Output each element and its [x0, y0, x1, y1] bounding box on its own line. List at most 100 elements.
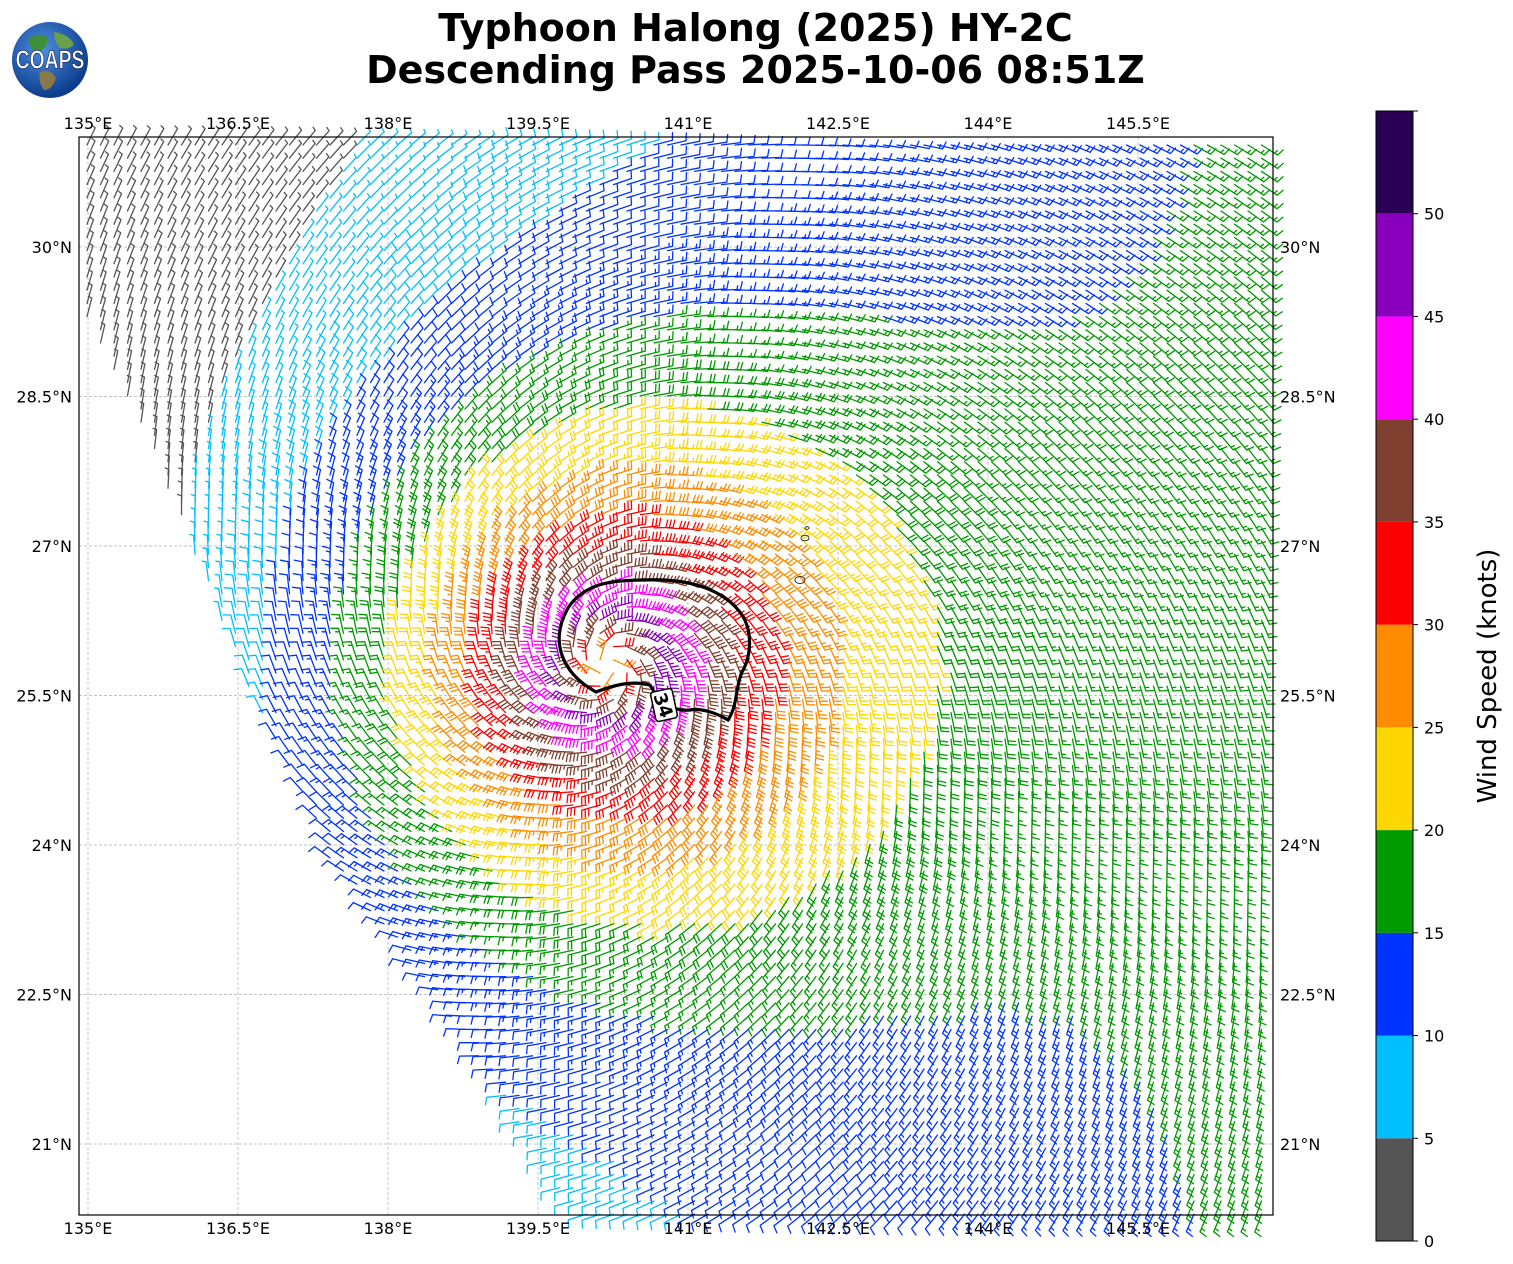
- wind-barb: [553, 909, 574, 923]
- wind-barb: [315, 257, 328, 278]
- wind-barb: [545, 259, 564, 278]
- wind-barb: [1260, 249, 1284, 264]
- wind-barb: [1044, 711, 1059, 732]
- wind-barb: [1071, 144, 1096, 153]
- wind-barb: [1044, 183, 1069, 193]
- wind-barb: [329, 283, 342, 305]
- wind-barb: [278, 586, 291, 608]
- wind-barb: [1247, 659, 1263, 679]
- wind-barb: [1166, 183, 1190, 195]
- wind-barb: [1085, 659, 1101, 679]
- wind-barb: [639, 628, 664, 643]
- wind-barb: [504, 179, 523, 199]
- wind-barb: [410, 154, 426, 173]
- wind-barb: [1247, 289, 1270, 304]
- wind-barb: [720, 685, 733, 707]
- wind-barb: [1220, 276, 1243, 290]
- wind-barb: [1004, 672, 1020, 692]
- wind-barb: [302, 205, 315, 225]
- wind-barb: [923, 698, 937, 719]
- wind-barb: [330, 627, 345, 648]
- wind-barb: [977, 276, 1001, 286]
- wind-barb: [788, 176, 811, 186]
- wind-barb: [234, 283, 245, 305]
- wind-barb: [653, 384, 675, 397]
- wind-barb: [180, 177, 192, 199]
- wind-barb: [990, 236, 1015, 246]
- wind-barb: [1152, 725, 1167, 746]
- wind-barb: [1247, 672, 1263, 692]
- wind-barb: [518, 167, 537, 186]
- wind-barb: [1152, 276, 1176, 289]
- wind-barb: [950, 329, 974, 339]
- wind-barb: [180, 243, 190, 265]
- wind-barb: [990, 289, 1015, 300]
- wind-barb: [464, 178, 481, 199]
- wind-barb: [234, 152, 247, 173]
- wind-barb: [693, 266, 716, 278]
- wind-barb: [288, 231, 301, 252]
- wind-barb: [345, 599, 358, 621]
- wind-barb: [666, 385, 689, 397]
- wind-barb: [923, 302, 947, 312]
- wind-barb: [963, 711, 977, 733]
- wind-barb: [153, 138, 165, 159]
- wind-barb: [936, 342, 961, 353]
- wind-barb: [464, 217, 481, 239]
- wind-barb: [396, 255, 411, 278]
- wind-barb: [437, 282, 453, 305]
- wind-barb: [189, 533, 196, 555]
- wind-barb: [639, 277, 660, 291]
- wind-barb: [1085, 289, 1109, 302]
- wind-barb: [383, 193, 398, 212]
- wind-barb: [882, 153, 907, 162]
- wind-barb: [410, 229, 426, 252]
- wind-barb: [221, 256, 231, 278]
- wind-barb: [413, 613, 426, 635]
- wind-barb: [1260, 144, 1284, 156]
- wind-barb: [383, 360, 395, 384]
- wind-barb: [1152, 223, 1176, 235]
- wind-barb: [207, 282, 217, 305]
- wind-barb: [626, 448, 647, 463]
- wind-barb: [358, 613, 372, 635]
- wind-barb: [1220, 223, 1244, 236]
- wind-barb: [464, 165, 482, 186]
- wind-barb: [356, 219, 370, 239]
- wind-barb: [653, 224, 674, 239]
- wind-barb: [1260, 751, 1274, 772]
- wind-barb: [180, 217, 191, 239]
- wind-barb: [315, 179, 330, 199]
- wind-barb: [1166, 223, 1190, 236]
- wind-barb: [357, 627, 372, 648]
- wind-barb: [977, 302, 1001, 313]
- wind-barb: [450, 165, 468, 186]
- wind-barb: [653, 184, 674, 199]
- wind-barb: [1004, 329, 1028, 341]
- wind-barb: [815, 151, 839, 160]
- wind-barb: [545, 167, 564, 186]
- wind-barb: [99, 229, 108, 252]
- wind-barb: [1179, 197, 1203, 209]
- wind-barb: [599, 143, 619, 159]
- wind-barb: [423, 155, 440, 173]
- wind-barb: [653, 264, 674, 278]
- wind-barb: [1071, 751, 1084, 773]
- wind-barb: [369, 127, 385, 146]
- wind-barb: [1031, 711, 1045, 733]
- wind-barb: [577, 663, 601, 674]
- wind-barb: [612, 262, 633, 278]
- wind-barb: [99, 164, 109, 186]
- wind-barb: [551, 791, 574, 802]
- wind-barb: [140, 138, 151, 159]
- wind-barb: [275, 217, 287, 239]
- wind-barb: [1004, 276, 1028, 287]
- wind-barb: [626, 316, 646, 331]
- wind-barb: [1058, 659, 1074, 679]
- wind-barb: [626, 488, 647, 503]
- wind-barb: [113, 164, 123, 186]
- wind-barb: [236, 600, 250, 621]
- wind-barb: [950, 263, 974, 272]
- wind-barb: [639, 476, 661, 489]
- wind-barb: [1260, 711, 1275, 732]
